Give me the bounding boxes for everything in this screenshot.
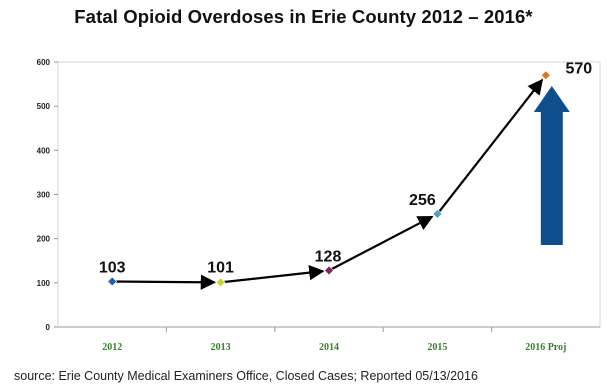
chart-title: Fatal Opioid Overdoses in Erie County 20… (74, 6, 533, 27)
y-tick-label: 400 (37, 146, 51, 155)
data-label: 103 (99, 260, 126, 277)
y-tick-label: 100 (37, 279, 51, 288)
plot-border (57, 61, 601, 328)
series-line (112, 78, 544, 290)
y-tick-label: 600 (37, 58, 51, 67)
trend-arrow (533, 86, 570, 245)
data-label: 570 (565, 60, 592, 77)
x-tick-label: 2015 (427, 342, 447, 353)
data-points (107, 70, 551, 288)
series-segment (436, 78, 544, 215)
data-point (324, 265, 334, 276)
y-tick-label: 0 (46, 323, 51, 332)
x-axis: 2012 2013 2014 2015 2016 Proj (102, 327, 566, 353)
series-segment (220, 264, 325, 284)
series-segment (112, 274, 217, 290)
data-point (215, 277, 226, 288)
trend-arrow-up (533, 86, 570, 245)
data-point (540, 70, 551, 81)
y-axis: 0 100 200 300 400 500 600 (37, 58, 58, 332)
y-tick-label: 300 (37, 191, 51, 200)
data-point (432, 209, 443, 219)
x-tick-label: 2014 (319, 342, 339, 353)
y-tick-label: 500 (37, 102, 51, 111)
data-label: 101 (207, 259, 234, 276)
y-tick-label: 200 (37, 235, 51, 244)
x-tick-label: 2013 (211, 342, 231, 353)
data-label: 128 (315, 248, 342, 265)
data-labels: 103 101 128 256 570 (99, 60, 592, 276)
x-tick-label: 2012 (102, 342, 122, 353)
series-segment (328, 215, 434, 272)
plot-area (57, 61, 601, 328)
data-point (107, 276, 118, 287)
data-label: 256 (409, 192, 436, 209)
x-tick-label: 2016 Proj (525, 342, 566, 353)
chart-source: source: Erie County Medical Examiners Of… (14, 369, 478, 383)
